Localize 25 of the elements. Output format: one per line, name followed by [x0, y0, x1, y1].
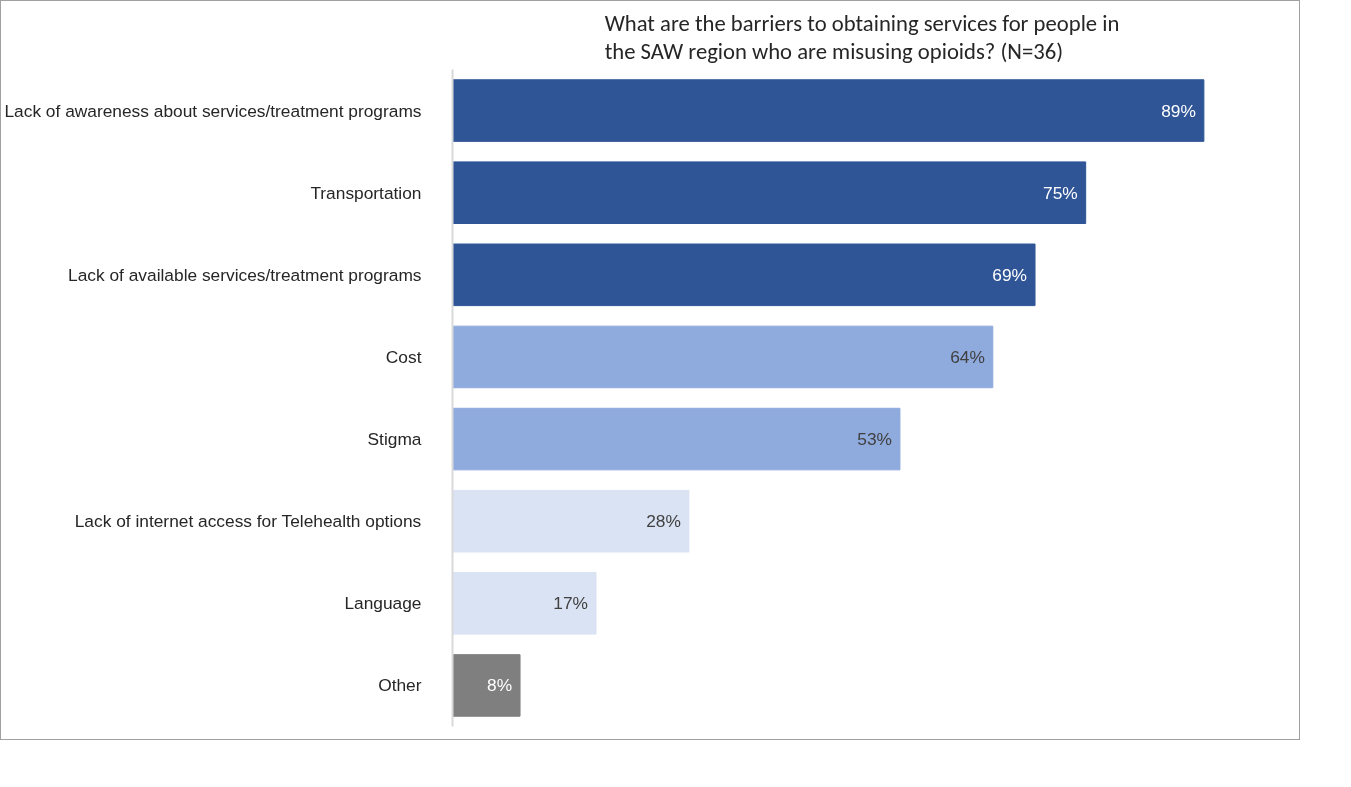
y-tick-label: Lack of awareness about services/treatment programs — [4, 100, 422, 121]
y-tick-label: Other — [378, 675, 422, 696]
data-label: 69% — [992, 264, 1028, 285]
y-tick-label: Lack of internet access for Telehealth options — [74, 511, 422, 532]
chart-title: What are the barriers to obtaining services for people in the SAW region who are misusing opioids? (N=36) — [604, 8, 1120, 65]
bar — [452, 325, 994, 389]
y-tick-label: Stigma — [367, 429, 422, 450]
data-label: 89% — [1161, 100, 1196, 121]
y-tick-label: Cost — [385, 346, 422, 367]
data-label: 8% — [486, 675, 513, 696]
bar — [452, 79, 1205, 142]
data-label: 17% — [553, 593, 589, 614]
bar — [452, 489, 690, 553]
bar — [452, 654, 521, 717]
y-tick-label: Transportation — [310, 182, 422, 203]
bar — [452, 407, 901, 471]
data-label: 75% — [1043, 182, 1078, 203]
bar — [452, 161, 1087, 224]
y-tick-label: Lack of available services/treatment programs — [68, 264, 422, 285]
bar — [452, 243, 1036, 307]
bar — [452, 572, 597, 635]
data-label: 28% — [646, 511, 681, 532]
data-label: 53% — [857, 429, 892, 450]
y-tick-label: Language — [344, 593, 422, 614]
data-label: 64% — [950, 346, 985, 367]
